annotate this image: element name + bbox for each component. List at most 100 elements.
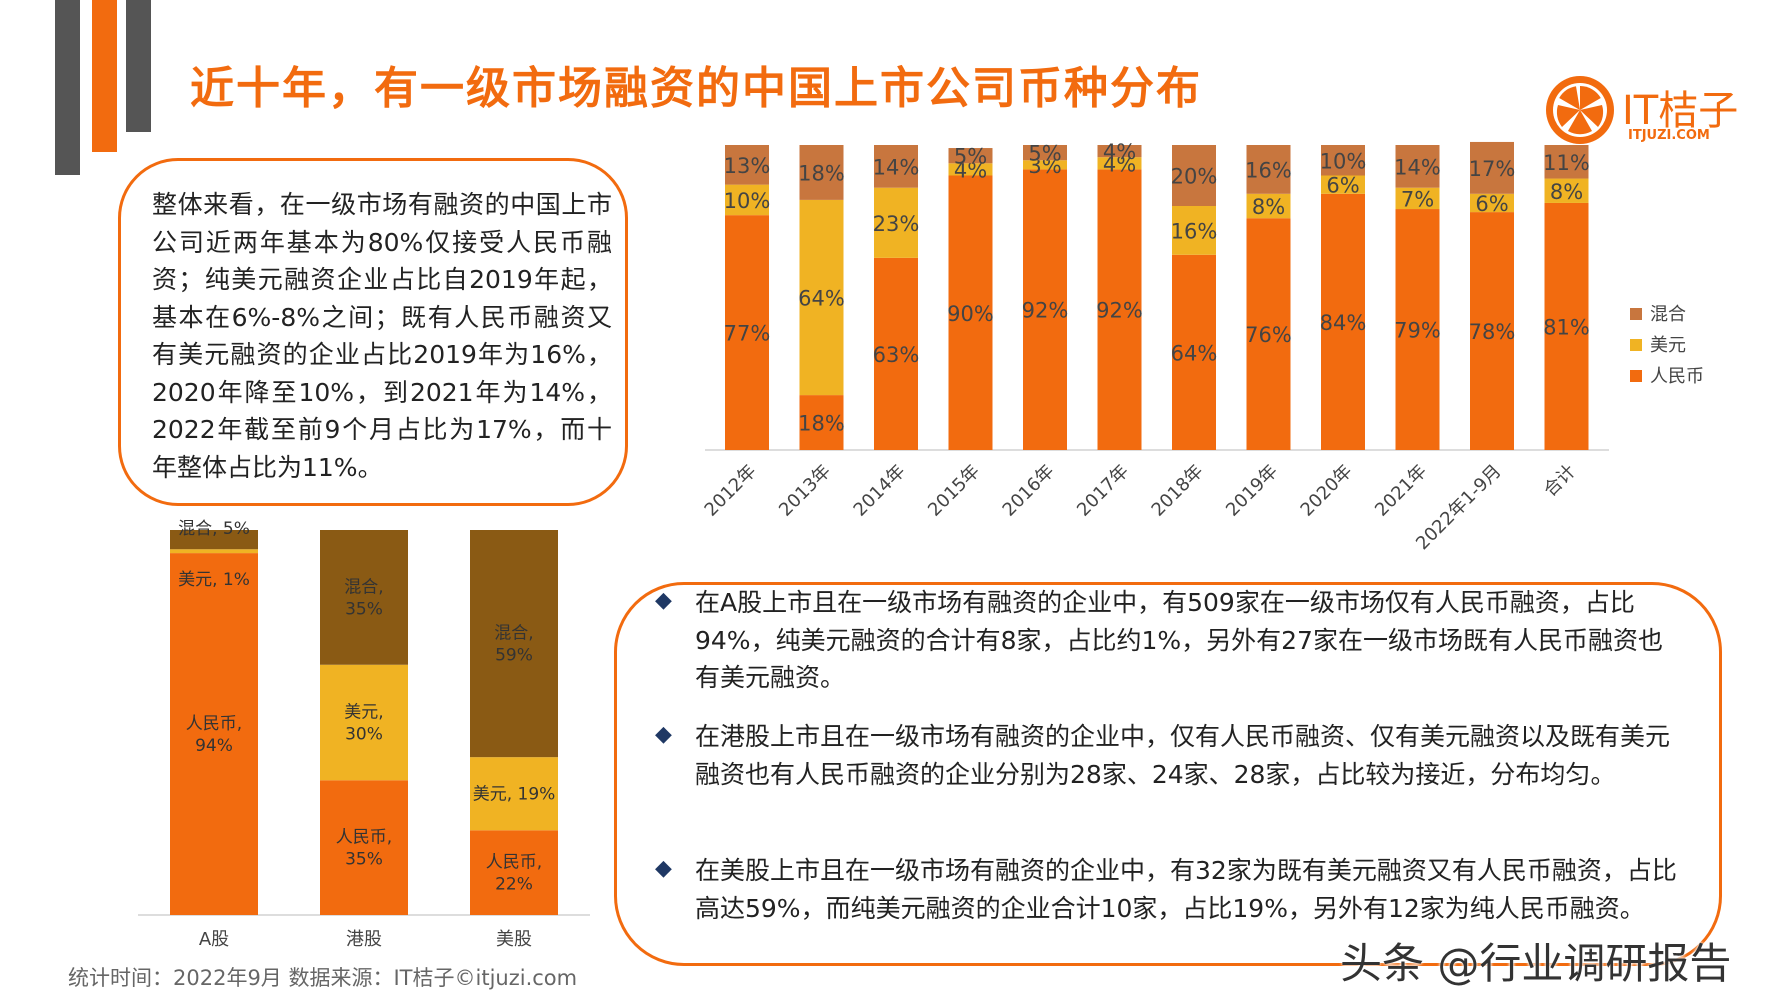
data-label: 混合, 59% xyxy=(494,624,533,666)
bar-segment xyxy=(948,175,993,450)
data-label: 79% xyxy=(1394,319,1441,343)
x-tick-label: 合计 xyxy=(1540,461,1580,501)
legend-label: 人民币 xyxy=(1650,366,1704,387)
data-label: 4% xyxy=(1103,140,1136,164)
data-label: 6% xyxy=(1475,192,1508,216)
orange-slice-icon xyxy=(1546,76,1614,144)
data-label: 76% xyxy=(1245,323,1292,347)
bar-segment xyxy=(1172,254,1216,450)
bar-segment xyxy=(1097,145,1142,158)
bar-segment xyxy=(1246,218,1291,450)
legend-swatch xyxy=(1630,370,1642,382)
data-label: 92% xyxy=(1022,299,1069,323)
bar-segment xyxy=(1172,145,1216,206)
bar-segment xyxy=(1321,175,1365,194)
bar-segment xyxy=(1395,145,1440,188)
legend-label: 混合 xyxy=(1650,304,1686,325)
data-label: 6% xyxy=(1326,174,1359,198)
page-title: 近十年，有一级市场融资的中国上市公司币种分布 xyxy=(190,63,1202,114)
bar-segment xyxy=(725,184,769,216)
x-tick-label: 2013年 xyxy=(775,461,835,521)
x-tick-label: 2015年 xyxy=(924,461,984,521)
bar-segment xyxy=(1097,157,1142,170)
x-tick-label: 2012年 xyxy=(701,461,761,521)
data-label: 人民币, 94% xyxy=(186,714,242,756)
watermark: 头条 @行业调研报告 xyxy=(1340,939,1732,988)
logo-name: IT桔子 xyxy=(1622,88,1739,134)
data-label: 8% xyxy=(1252,195,1285,219)
summary-text: 整体来看，在一级市场有融资的中国上市公司近两年基本为80%仅接受人民币融资；纯美… xyxy=(152,190,612,482)
bar-segment xyxy=(470,757,558,831)
bar-segment xyxy=(1470,141,1514,194)
x-tick-label: 2017年 xyxy=(1073,461,1133,521)
bar-segment xyxy=(1023,169,1067,450)
data-label: 5% xyxy=(1028,142,1061,166)
legend-swatch xyxy=(1630,308,1642,320)
bar-segment xyxy=(170,553,258,915)
market-currency-chart: 人民币, 94% 美元, 1% 混合, 5% A股 人民币, 35% 美元, 30% 混合, 35%… xyxy=(138,519,590,950)
bar-segment xyxy=(1470,212,1514,450)
bar-segment xyxy=(170,549,258,554)
data-label: 77% xyxy=(724,322,771,346)
data-label: 5% xyxy=(954,145,987,169)
bar-segment xyxy=(1470,193,1514,213)
data-label: 美元, 1% xyxy=(178,570,250,590)
data-label: 13% xyxy=(724,154,771,178)
bullet-a-share: ◆ 在A股上市且在一级市场有融资的企业中，有509家在一级市场仅有人民币融资，占… xyxy=(655,584,1685,697)
diamond-bullet-icon: ◆ xyxy=(655,588,672,613)
bar-segment xyxy=(874,187,918,258)
x-tick-label: 美股 xyxy=(496,929,532,950)
source-footer: 统计时间：2022年9月 数据来源：IT桔子©itjuzi.com xyxy=(68,966,578,990)
bar-segment xyxy=(1321,193,1365,451)
data-label: 18% xyxy=(798,161,845,185)
bar-segment xyxy=(470,530,558,758)
decor-bar-orange xyxy=(92,0,117,152)
x-tick-label: 2016年 xyxy=(999,461,1059,521)
decor-bar-gray-2 xyxy=(126,0,151,132)
x-tick-label: 2019年 xyxy=(1222,461,1282,521)
data-label: 64% xyxy=(1171,341,1218,365)
bar-segment xyxy=(948,163,993,176)
data-label: 63% xyxy=(873,343,920,367)
bar-segment xyxy=(1395,187,1440,210)
bar-segment xyxy=(1023,145,1067,161)
bar-segment xyxy=(320,780,408,915)
bar-segment xyxy=(320,664,408,781)
x-tick-label: 2014年 xyxy=(850,461,910,521)
bullet-text: 在美股上市且在一级市场有融资的企业中，有32家为既有美元融资又有人民币融资，占比… xyxy=(695,856,1677,923)
bar-segment xyxy=(1544,145,1589,179)
bullet-us-share: ◆ 在美股上市且在一级市场有融资的企业中，有32家为既有美元融资又有人民币融资，… xyxy=(655,852,1685,927)
data-label: 17% xyxy=(1469,157,1516,181)
bar-segment xyxy=(170,530,258,550)
bar-segment xyxy=(1544,178,1589,203)
x-tick-label: 2020年 xyxy=(1297,461,1357,521)
legend-swatch xyxy=(1630,339,1642,351)
data-label: 8% xyxy=(1550,180,1583,204)
bar-segment xyxy=(948,148,993,164)
bar-segment xyxy=(1321,145,1365,176)
bar-segment xyxy=(1246,145,1291,194)
data-label: 23% xyxy=(873,212,920,236)
bar-segment xyxy=(799,145,844,200)
data-label: 14% xyxy=(1394,155,1441,179)
bar-segment xyxy=(874,145,918,188)
bullet-hk-share: ◆ 在港股上市且在一级市场有融资的企业中，仅有人民币融资、仅有美元融资以及既有美… xyxy=(655,718,1685,793)
bar-segment xyxy=(874,257,918,450)
data-label: 92% xyxy=(1096,299,1143,323)
logo-url: ITJUZI.COM xyxy=(1628,128,1710,143)
data-label: 90% xyxy=(947,302,994,326)
bullet-text: 在A股上市且在一级市场有融资的企业中，有509家在一级市场仅有人民币融资，占比9… xyxy=(695,588,1663,692)
bullet-text: 在港股上市且在一级市场有融资的企业中，仅有人民币融资、仅有美元融资以及既有美元融… xyxy=(695,722,1671,789)
data-label: 10% xyxy=(724,189,771,213)
legend-label: 美元 xyxy=(1650,335,1686,356)
bar-segment xyxy=(1395,209,1440,450)
bullets-box xyxy=(614,582,1722,966)
data-label: 78% xyxy=(1469,320,1516,344)
bar-segment xyxy=(1097,169,1142,450)
bar-segment xyxy=(1544,202,1589,450)
data-label: 84% xyxy=(1320,311,1367,335)
bar-segment xyxy=(725,215,769,450)
data-label: 美元, 30% xyxy=(344,703,383,745)
data-label: 人民币, 35% xyxy=(336,828,392,870)
data-label: 14% xyxy=(873,155,920,179)
